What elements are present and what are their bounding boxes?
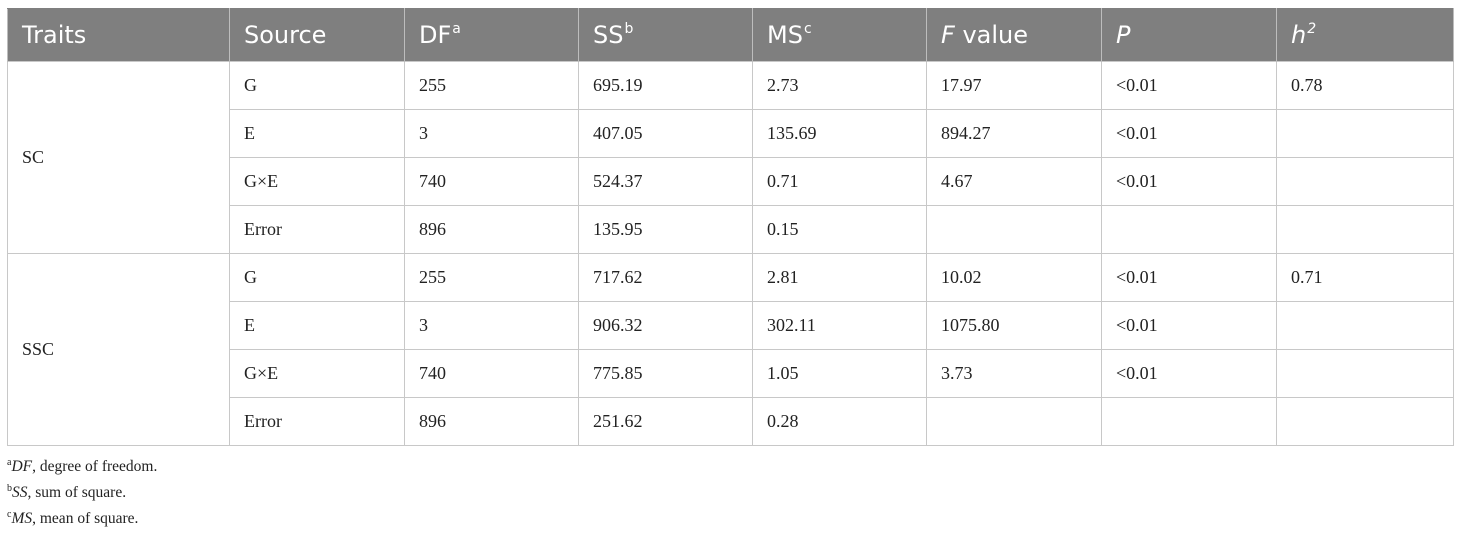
- ss-cell: 717.62: [578, 253, 753, 302]
- heritability-cell: [1276, 109, 1454, 158]
- source-cell: Error: [229, 397, 405, 446]
- p-cell: <0.01: [1101, 349, 1277, 398]
- ms-cell: 1.05: [752, 349, 927, 398]
- footnote-mark: a: [7, 457, 12, 468]
- df-cell: 896: [404, 397, 579, 446]
- source-cell: G: [229, 61, 405, 110]
- table-row: Error 896 135.95 0.15: [8, 205, 1454, 254]
- footnote: bSS, sum of square.: [7, 481, 157, 507]
- header-ss: SSb: [578, 8, 753, 62]
- header-source: Source: [229, 8, 405, 62]
- f-value-cell: 4.67: [926, 157, 1102, 206]
- table-header: Traits Source DFa SSb MSc F value P h2: [7, 8, 1454, 62]
- table-row: E 3 906.32 302.11 1075.80 <0.01: [8, 301, 1454, 350]
- header-f-value: F value: [926, 8, 1102, 62]
- p-cell: <0.01: [1101, 301, 1277, 350]
- heritability-cell: [1276, 205, 1454, 254]
- source-cell: G: [229, 253, 405, 302]
- footnote-mark: c: [7, 509, 12, 520]
- footnote-text: , sum of square.: [27, 484, 127, 501]
- heritability-cell: 0.71: [1276, 253, 1454, 302]
- df-cell: 3: [404, 109, 579, 158]
- source-cell: E: [229, 109, 405, 158]
- footnote-abbreviation: SS: [12, 484, 28, 501]
- ms-cell: 0.15: [752, 205, 927, 254]
- header-heritability-superscript: 2: [1307, 21, 1317, 37]
- df-cell: 740: [404, 349, 579, 398]
- footnote-mark: b: [7, 483, 12, 494]
- table-row: E 3 407.05 135.69 894.27 <0.01: [8, 109, 1454, 158]
- df-cell: 896: [404, 205, 579, 254]
- heritability-cell: 0.78: [1276, 61, 1454, 110]
- header-ms-footnote-mark: c: [803, 21, 812, 37]
- ms-cell: 2.73: [752, 61, 927, 110]
- p-cell: <0.01: [1101, 157, 1277, 206]
- f-value-cell: [926, 397, 1102, 446]
- f-value-cell: 10.02: [926, 253, 1102, 302]
- trait-cell: SC: [7, 61, 230, 254]
- header-row: Traits Source DFa SSb MSc F value P h2: [7, 8, 1454, 62]
- f-value-cell: 1075.80: [926, 301, 1102, 350]
- footnote-text: , mean of square.: [32, 510, 139, 527]
- table-body: SC G 255 695.19 2.73 17.97 <0.01 0.78 E 3 407.05 13…: [7, 61, 1454, 446]
- ms-cell: 2.81: [752, 253, 927, 302]
- ss-cell: 775.85: [578, 349, 753, 398]
- footnote-abbreviation: MS: [11, 510, 33, 527]
- heritability-cell: [1276, 397, 1454, 446]
- header-p: P: [1101, 8, 1277, 62]
- footnote: cMS, mean of square.: [7, 507, 157, 533]
- f-value-cell: 894.27: [926, 109, 1102, 158]
- anova-table: Traits Source DFa SSb MSc F value P h2 S…: [7, 8, 1454, 446]
- df-cell: 255: [404, 61, 579, 110]
- header-ms: MSc: [752, 8, 927, 62]
- p-cell: <0.01: [1101, 109, 1277, 158]
- ms-cell: 0.28: [752, 397, 927, 446]
- trait-cell: SSC: [7, 253, 230, 446]
- p-cell: <0.01: [1101, 61, 1277, 110]
- df-cell: 740: [404, 157, 579, 206]
- heritability-cell: [1276, 349, 1454, 398]
- header-traits: Traits: [7, 8, 230, 62]
- p-cell: <0.01: [1101, 253, 1277, 302]
- f-value-cell: 17.97: [926, 61, 1102, 110]
- footnote-text: , degree of freedom.: [32, 458, 158, 475]
- p-cell: [1101, 205, 1277, 254]
- ms-cell: 302.11: [752, 301, 927, 350]
- df-cell: 3: [404, 301, 579, 350]
- table-row: SSC G 255 717.62 2.81 10.02 <0.01 0.71: [7, 253, 1454, 446]
- header-df-footnote-mark: a: [452, 21, 461, 37]
- source-cell: G×E: [229, 349, 405, 398]
- ss-cell: 524.37: [578, 157, 753, 206]
- heritability-cell: [1276, 157, 1454, 206]
- table-row: SC G 255 695.19 2.73 17.97 <0.01 0.78: [7, 61, 1454, 254]
- header-heritability: h2: [1276, 8, 1454, 62]
- source-cell: Error: [229, 205, 405, 254]
- anova-table-container: Traits Source DFa SSb MSc F value P h2 S…: [7, 8, 1454, 446]
- ss-cell: 695.19: [578, 61, 753, 110]
- heritability-cell: [1276, 301, 1454, 350]
- ss-cell: 135.95: [578, 205, 753, 254]
- source-cell: G×E: [229, 157, 405, 206]
- footnote-abbreviation: DF: [11, 458, 33, 475]
- header-df: DFa: [404, 8, 579, 62]
- ms-cell: 0.71: [752, 157, 927, 206]
- source-cell: E: [229, 301, 405, 350]
- table-footnotes: aDF, degree of freedom. bSS, sum of squar…: [7, 455, 157, 533]
- df-cell: 255: [404, 253, 579, 302]
- header-ss-footnote-mark: b: [624, 21, 634, 37]
- ss-cell: 407.05: [578, 109, 753, 158]
- f-value-cell: [926, 205, 1102, 254]
- table-row: Error 896 251.62 0.28: [8, 397, 1454, 446]
- ss-cell: 251.62: [578, 397, 753, 446]
- p-cell: [1101, 397, 1277, 446]
- footnote: aDF, degree of freedom.: [7, 455, 157, 481]
- f-value-cell: 3.73: [926, 349, 1102, 398]
- ss-cell: 906.32: [578, 301, 753, 350]
- ms-cell: 135.69: [752, 109, 927, 158]
